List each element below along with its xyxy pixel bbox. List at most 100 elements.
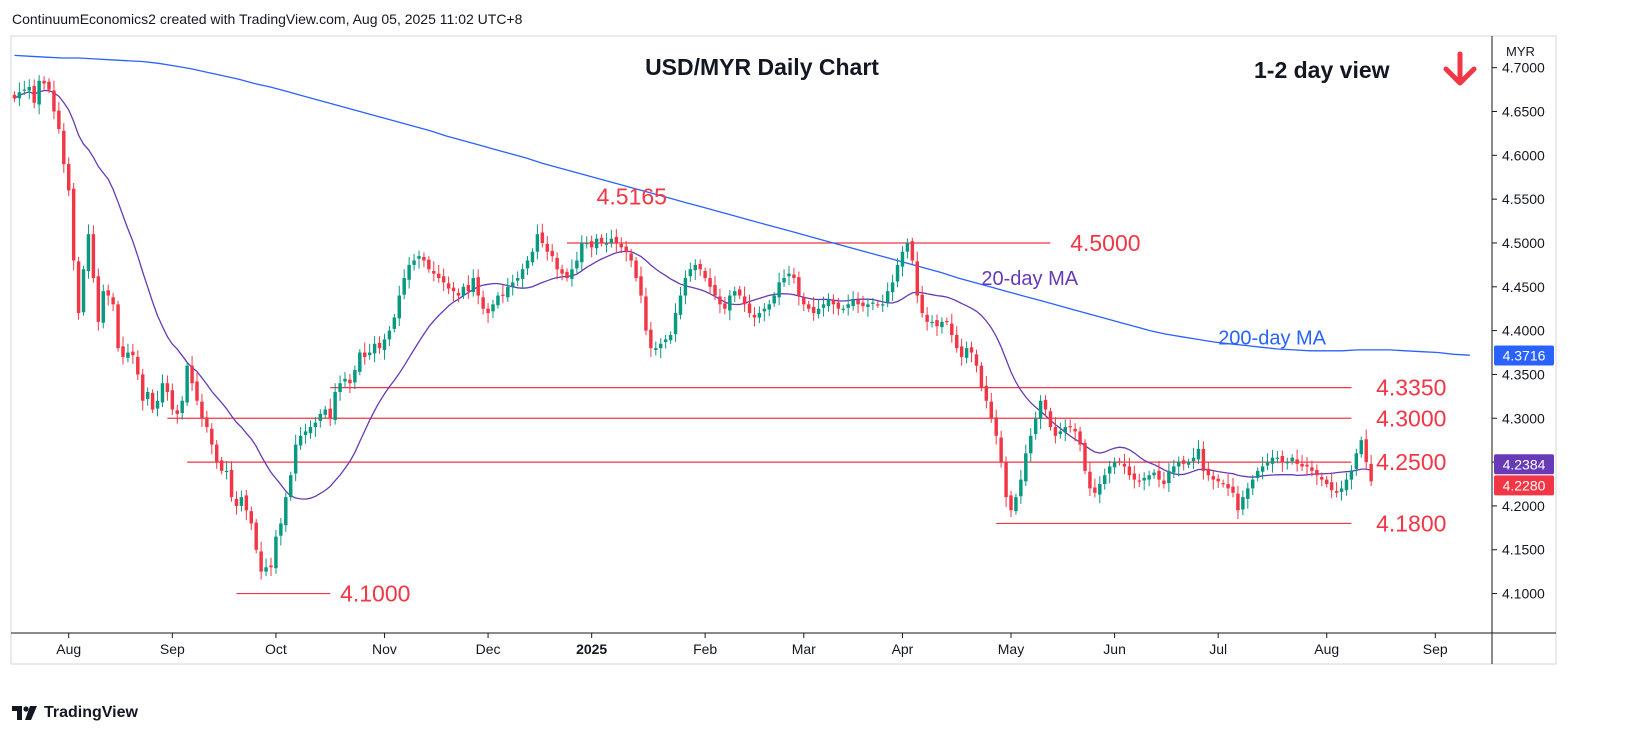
candle-body [1167,470,1171,484]
candle-body [708,278,712,287]
candle-body [180,400,184,414]
candle-body [876,304,880,306]
x-tick-label: Feb [693,641,717,657]
candle-body [589,241,594,248]
candle-body [175,410,179,414]
candle-body [244,495,249,511]
candle-body [910,241,915,261]
candle-body [1255,470,1260,478]
candle-body [836,302,841,309]
ma200-line [14,54,1470,356]
candle-body [1024,453,1028,482]
candle-body [826,299,831,307]
candle-body [170,390,175,410]
ma20-price-tag-bg [1494,454,1554,475]
ma200-annotation: 200-day MA [1218,328,1326,350]
candle-body [200,401,204,419]
y-tick-label: 4.3500 [1502,366,1545,382]
candle-body [427,259,431,270]
candle-body [594,238,599,249]
candle-body [363,352,367,357]
candle-body [348,379,352,384]
x-tick-label: Jun [1103,641,1126,657]
candle-body [1260,466,1265,472]
candle-body [599,237,604,243]
candle-body [624,246,628,252]
candle-body [816,308,821,314]
candle-body [629,253,633,261]
candle-body [150,392,155,410]
candle-body [777,282,781,298]
candle-body [1122,463,1127,467]
candle-body [1147,475,1151,480]
candle-body [491,304,495,312]
moving-averages [14,54,1470,500]
candle-body [141,374,145,401]
candle-body [47,81,51,90]
ma200-price-tag-bg [1494,345,1554,366]
candle-body [782,278,786,283]
candle-body [1073,428,1077,432]
candle-body [1251,479,1255,489]
candle-body [585,242,589,245]
candle-body [565,271,569,279]
candle-body [318,413,323,421]
candle-body [659,343,663,349]
candle-body [358,352,362,372]
candle-body [249,511,253,524]
tradingview-footer[interactable]: TradingView [12,704,138,722]
candle-body [239,497,244,506]
candle-body [1033,418,1038,435]
candle-body [437,273,441,279]
candle-body [1063,427,1067,433]
chart-title: USD/MYR Daily Chart [645,54,879,80]
candle-body [693,264,697,271]
candle-body [397,295,401,319]
level-label: 4.1000 [340,581,410,607]
candle-body [1300,463,1304,467]
candle-body [269,565,273,568]
candle-body [619,243,623,248]
level-label: 4.5165 [597,184,667,210]
candle-body [807,304,811,309]
candle-body [1339,488,1344,492]
candle-body [343,378,347,382]
candle-body [1157,470,1161,480]
candle-body [466,285,471,292]
candle-body [1329,482,1334,491]
candle-body [486,308,490,314]
candle-body [1325,479,1329,484]
candle-body [925,314,929,322]
x-tick-label: Sep [160,641,185,657]
candle-body [229,469,234,498]
x-tick-label: Mar [792,641,816,657]
candle-body [1014,497,1018,512]
candle-body [742,296,747,305]
candle-body [1221,483,1225,485]
candle-body [663,339,668,343]
candle-body [392,317,397,329]
candle-body [604,242,609,245]
candle-body [545,243,549,252]
candle-body [86,234,91,272]
candle-body [1137,480,1141,482]
candle-body [1043,399,1048,410]
candle-body [224,470,229,473]
candle-body [728,295,732,311]
candle-body [1048,411,1053,428]
candlesticks [12,75,1373,580]
candle-body [757,313,762,318]
candle-body [994,417,998,436]
candle-body [407,264,411,280]
candle-body [846,304,850,308]
candle-body [915,261,919,296]
candle-body [210,428,214,445]
candle-body [279,523,283,536]
candle-body [1270,457,1275,464]
candle-body [461,286,466,296]
y-tick-label: 4.1500 [1502,542,1545,558]
chart-annotations: 4.5165 4.5000 4.3350 4.3000 4.2500 4.1800 4.10… [340,51,1477,607]
ma20-annotation: 20-day MA [981,268,1078,290]
